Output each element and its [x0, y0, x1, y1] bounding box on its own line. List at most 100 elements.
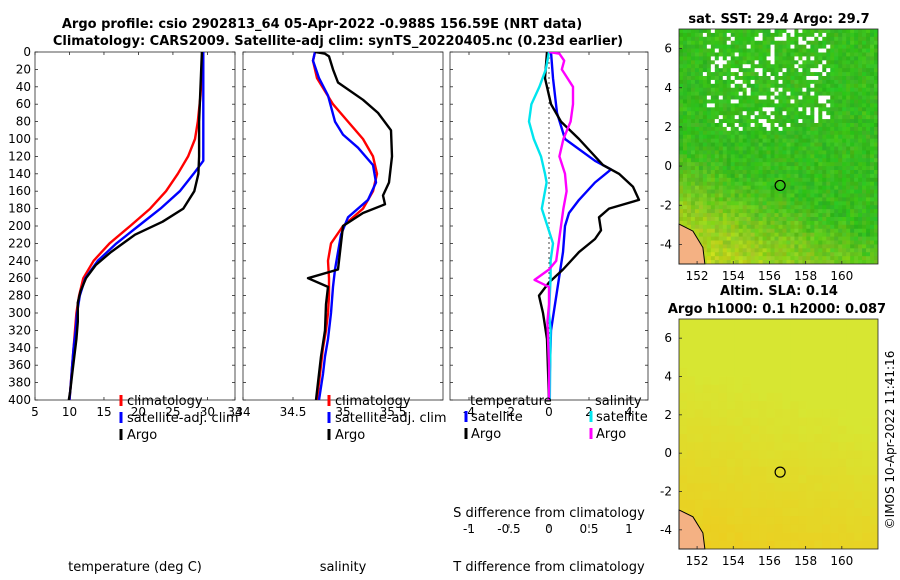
heatmap-cell	[846, 162, 851, 167]
heatmap-cell	[846, 540, 855, 549]
heatmap-cell	[722, 95, 728, 100]
heatmap-cell	[790, 95, 795, 100]
heatmap-cell	[718, 158, 724, 163]
heatmap-cell	[854, 232, 859, 237]
heatmap-cell	[770, 166, 775, 171]
heatmap-cell	[730, 72, 736, 77]
heatmap-cell	[679, 425, 688, 435]
heatmap-cell	[686, 351, 696, 361]
heatmap-cell	[718, 87, 724, 93]
heatmap-cell	[866, 76, 871, 81]
heatmap-cell	[730, 138, 736, 143]
heatmap-cell	[838, 401, 847, 410]
heatmap-cell	[679, 126, 684, 132]
heatmap-cell	[702, 29, 708, 34]
heatmap-cell	[826, 123, 831, 128]
heatmap-cell	[750, 76, 756, 81]
heatmap-cell	[738, 48, 744, 53]
y-tick-label: 0	[23, 45, 31, 59]
heatmap-cell	[838, 29, 843, 34]
heatmap-cell	[770, 205, 775, 210]
heatmap-cell	[758, 220, 763, 226]
heatmap-cell	[854, 166, 859, 171]
heatmap-cell	[870, 351, 878, 361]
heatmap-cell	[762, 44, 767, 49]
heatmap-cell	[750, 236, 756, 241]
heatmap-cell	[686, 217, 692, 222]
heatmap-cell	[854, 392, 863, 402]
heatmap-cell	[838, 343, 847, 353]
heatmap-cell	[802, 76, 807, 81]
heatmap-cell	[682, 64, 688, 69]
heatmap-cell	[854, 450, 863, 460]
heatmap-cell	[778, 252, 783, 257]
heatmap-cell	[790, 76, 795, 81]
heatmap-cell	[830, 60, 835, 65]
x-tick-label: 30	[200, 405, 215, 419]
heatmap-cell	[722, 72, 728, 77]
heatmap-cell	[686, 154, 692, 159]
heatmap-cell	[794, 126, 799, 132]
heatmap-cell	[850, 205, 855, 210]
heatmap-cell	[830, 68, 835, 73]
heatmap-cell	[679, 99, 684, 104]
legend-title-temperature: temperature	[470, 394, 552, 409]
heatmap-cell	[679, 351, 688, 361]
heatmap-cell	[870, 384, 878, 394]
heatmap-cell	[862, 335, 871, 345]
heatmap-cell	[838, 48, 843, 53]
heatmap-cell	[790, 442, 799, 451]
heatmap-cell	[758, 256, 763, 261]
heatmap-cell	[766, 60, 771, 65]
heatmap-cell	[722, 224, 728, 230]
heatmap-cell	[774, 392, 783, 402]
heatmap-cell	[846, 384, 855, 394]
heatmap-cell	[679, 166, 684, 171]
heatmap-cell	[874, 36, 878, 42]
heatmap-cell	[802, 29, 807, 34]
heatmap-cell	[798, 29, 803, 34]
heatmap-cell	[854, 115, 859, 120]
heatmap-cell	[766, 499, 775, 509]
heatmap-cell	[790, 64, 795, 69]
heatmap-cell	[738, 170, 744, 175]
heatmap-cell	[830, 138, 835, 143]
heatmap-cell	[746, 107, 752, 112]
heatmap-cell	[782, 516, 791, 525]
heatmap-cell	[834, 111, 839, 116]
heatmap-cell	[722, 79, 728, 85]
heatmap-cell	[774, 450, 783, 460]
heatmap-cell	[802, 79, 807, 85]
heatmap-cell	[682, 87, 688, 93]
heatmap-cell	[826, 170, 831, 175]
heatmap-cell	[790, 205, 795, 210]
heatmap-cell	[874, 130, 878, 136]
heatmap-cell	[686, 36, 692, 42]
heatmap-cell	[718, 111, 724, 116]
heatmap-cell	[758, 213, 763, 218]
heatmap-cell	[798, 111, 803, 116]
heatmap-cell	[830, 173, 835, 179]
heatmap-cell	[698, 115, 704, 120]
heatmap-cell	[710, 166, 716, 171]
heatmap-cell	[734, 123, 740, 128]
heatmap-cell	[830, 466, 839, 476]
heatmap-cell	[774, 52, 779, 57]
heatmap-cell	[762, 68, 767, 73]
heatmap-cell	[738, 56, 744, 61]
heatmap-cell	[830, 107, 835, 112]
heatmap-cell	[734, 491, 744, 501]
heatmap-cell	[750, 213, 756, 218]
heatmap-cell	[758, 540, 767, 549]
heatmap-cell	[786, 138, 791, 143]
heatmap-cell	[710, 442, 720, 451]
heatmap-cell	[758, 507, 767, 517]
heatmap-cell	[702, 83, 708, 89]
heatmap-cell	[866, 138, 871, 143]
heatmap-cell	[850, 181, 855, 187]
heatmap-cell	[766, 185, 771, 190]
heatmap-cell	[718, 36, 724, 42]
heatmap-cell	[766, 119, 771, 124]
heatmap-cell	[754, 193, 759, 198]
heatmap-cell	[726, 417, 736, 427]
